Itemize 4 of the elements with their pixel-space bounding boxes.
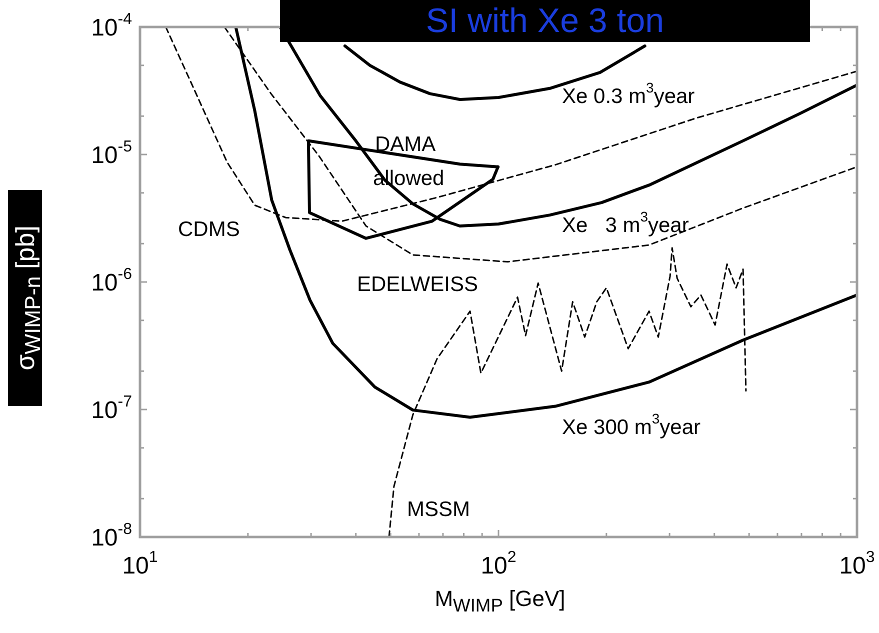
series-label: CDMS <box>178 218 240 241</box>
x-axis-title: M$_{WIMP}$ [GeV] <box>434 586 566 616</box>
series-label: EDELWEISS <box>357 272 478 296</box>
series-label: MSSM <box>407 498 470 521</box>
